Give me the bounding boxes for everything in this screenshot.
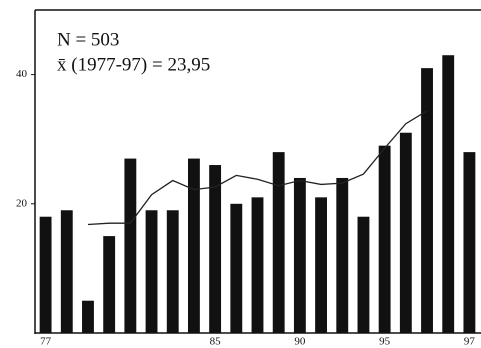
bar [336, 177, 349, 333]
x-tick-label: 90 [294, 336, 306, 348]
annotation: x̄ (1977-97) = 23,95 [57, 54, 210, 75]
bar [399, 132, 412, 333]
bar [187, 158, 200, 333]
bar [293, 177, 306, 333]
x-tick-label: 97 [464, 336, 476, 348]
moving-average-line [87, 110, 428, 226]
bar [442, 55, 455, 333]
bar [272, 152, 285, 333]
bar [124, 158, 137, 333]
bar [166, 210, 179, 333]
bar [421, 68, 433, 333]
bar [230, 203, 243, 333]
bar [463, 152, 476, 333]
bar [60, 210, 73, 333]
bar [357, 216, 370, 333]
bar [103, 236, 116, 333]
y-tick-label: 40 [16, 68, 28, 80]
bar [209, 165, 222, 333]
bar [82, 300, 94, 333]
bar [145, 210, 158, 333]
annotation: N = 503 [57, 29, 119, 50]
bar [251, 197, 264, 333]
x-tick-label: 95 [379, 336, 391, 348]
bar [39, 216, 52, 333]
y-tick-label: 20 [16, 197, 28, 209]
bar [378, 145, 391, 333]
x-tick-label: 85 [210, 336, 222, 348]
bar [315, 197, 328, 333]
x-tick-label: 77 [40, 336, 52, 348]
